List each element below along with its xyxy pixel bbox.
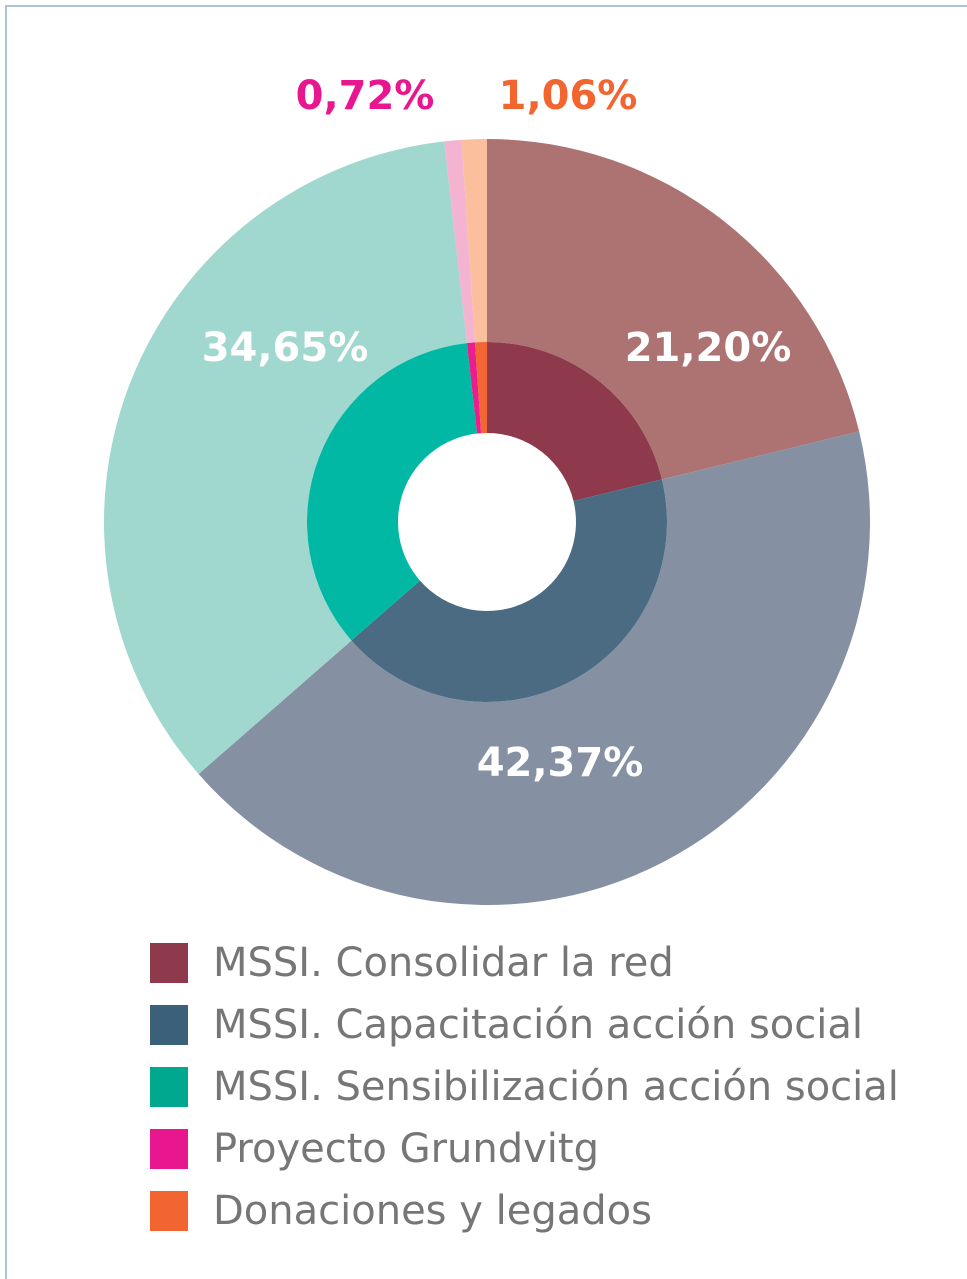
outer-wedge	[444, 139, 476, 344]
legend-swatch	[150, 1191, 188, 1231]
legend-label: Donaciones y legados	[213, 1188, 652, 1234]
outer-wedge	[104, 141, 467, 775]
inner-wedge	[306, 343, 478, 641]
legend-label: MSSI. Sensibilización acción social	[213, 1064, 899, 1110]
data-label: 0,72%	[296, 73, 435, 119]
legend-swatch	[150, 1129, 188, 1169]
data-label: 34,65%	[202, 325, 369, 371]
legend-label: MSSI. Consolidar la red	[213, 940, 674, 986]
legend-swatch	[150, 1005, 188, 1045]
legend-swatch	[150, 1067, 188, 1107]
outer-wedge	[487, 139, 860, 480]
data-label: 1,06%	[499, 73, 638, 119]
data-label: 21,20%	[625, 325, 792, 371]
frame	[5, 5, 967, 1279]
legend-swatch	[150, 943, 188, 983]
legend-label: MSSI. Capacitación acción social	[213, 1002, 863, 1048]
inner-wedge	[351, 479, 668, 703]
data-label: 42,37%	[477, 740, 644, 786]
inner-wedge	[487, 342, 662, 501]
inner-wedge	[466, 342, 482, 434]
legend-label: Proyecto Grundvitg	[213, 1126, 599, 1172]
inner-wedge	[475, 342, 487, 434]
outer-wedge	[461, 139, 487, 343]
outer-wedge	[198, 431, 870, 905]
